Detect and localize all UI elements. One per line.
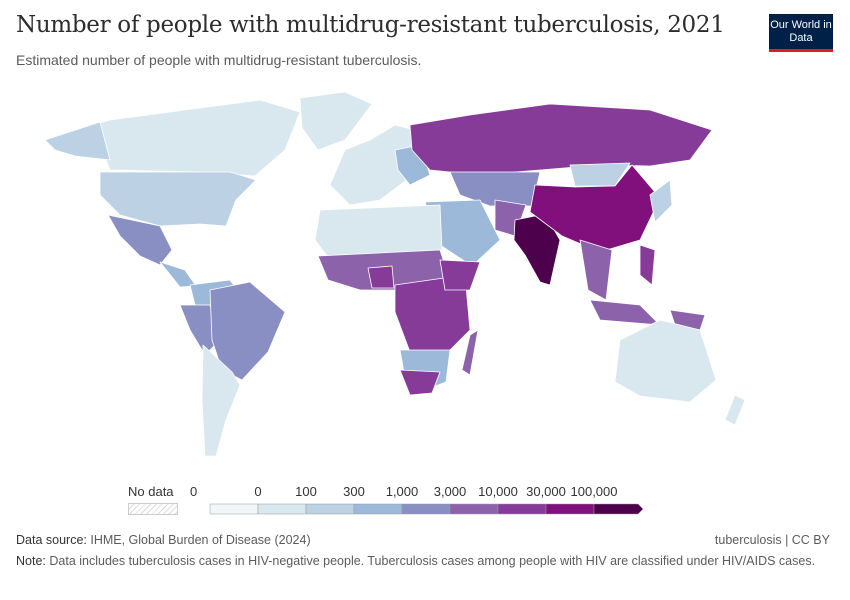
note: Note: Data includes tuberculosis cases i… <box>16 554 816 569</box>
world-map[interactable] <box>0 80 850 480</box>
owid-logo[interactable]: Our World in Data <box>769 14 833 52</box>
country-brazil[interactable] <box>209 281 286 381</box>
logo-text: Our World in Data <box>770 19 832 44</box>
data-source: Data source: IHME, Global Burden of Dise… <box>16 533 311 547</box>
note-text: Data includes tuberculosis cases in HIV-… <box>49 554 816 568</box>
subtitle: Estimated number of people with multidru… <box>16 52 422 68</box>
legend-tick: 10,000 <box>478 484 518 499</box>
legend-tick: 100,000 <box>571 484 618 499</box>
country-russia[interactable] <box>409 103 713 176</box>
legend-bin[interactable] <box>593 503 644 515</box>
legend-tick: 0 <box>190 484 197 499</box>
country-japan-korea[interactable] <box>649 179 673 223</box>
legend-tick: 300 <box>343 484 365 499</box>
country-china[interactable] <box>529 164 661 253</box>
country-madagascar[interactable] <box>461 329 479 376</box>
note-label: Note: <box>16 554 46 568</box>
legend-tick: 3,000 <box>434 484 467 499</box>
source-text[interactable]: IHME, Global Burden of Disease (2024) <box>90 533 311 547</box>
country-argentina-chile[interactable] <box>201 344 241 457</box>
country-alaska[interactable] <box>44 121 111 161</box>
country-new-zealand[interactable] <box>724 394 746 426</box>
country-greenland[interactable] <box>299 91 373 151</box>
source-label: Data source: <box>16 533 87 547</box>
legend-color-scale: 0 0 100 300 1,000 3,000 10,000 30,000 100,000 <box>190 484 644 515</box>
legend-bin[interactable] <box>353 503 403 515</box>
country-mexico[interactable] <box>107 214 173 266</box>
page-title: Number of people with multidrug-resistan… <box>16 12 725 38</box>
legend-bin[interactable] <box>449 503 499 515</box>
legend-bin[interactable] <box>257 503 307 515</box>
country-usa[interactable] <box>99 171 257 227</box>
legend-tick: 1,000 <box>386 484 419 499</box>
legend-tick: 30,000 <box>526 484 566 499</box>
legend-tick: 0 <box>254 484 261 499</box>
legend-bin[interactable] <box>305 503 355 515</box>
country-australia[interactable] <box>614 319 717 403</box>
country-philippines[interactable] <box>639 244 656 286</box>
country-southeast-asia[interactable] <box>579 239 613 301</box>
legend-bin[interactable] <box>401 503 451 515</box>
legend-bin[interactable] <box>209 503 259 515</box>
legend-bin[interactable] <box>497 503 547 515</box>
legend-no-data: No data <box>128 484 178 515</box>
country-horn-ethiopia[interactable] <box>439 259 481 291</box>
country-south-africa[interactable] <box>399 369 441 396</box>
country-canada[interactable] <box>59 99 301 177</box>
legend-tick: 100 <box>295 484 317 499</box>
legend-no-data-swatch <box>128 503 178 515</box>
legend-bin[interactable] <box>545 503 595 515</box>
credit[interactable]: tuberculosis | CC BY <box>714 533 830 547</box>
country-peru-bolivia[interactable] <box>179 304 221 356</box>
country-nigeria[interactable] <box>367 265 395 289</box>
legend-no-data-label: No data <box>128 484 174 499</box>
